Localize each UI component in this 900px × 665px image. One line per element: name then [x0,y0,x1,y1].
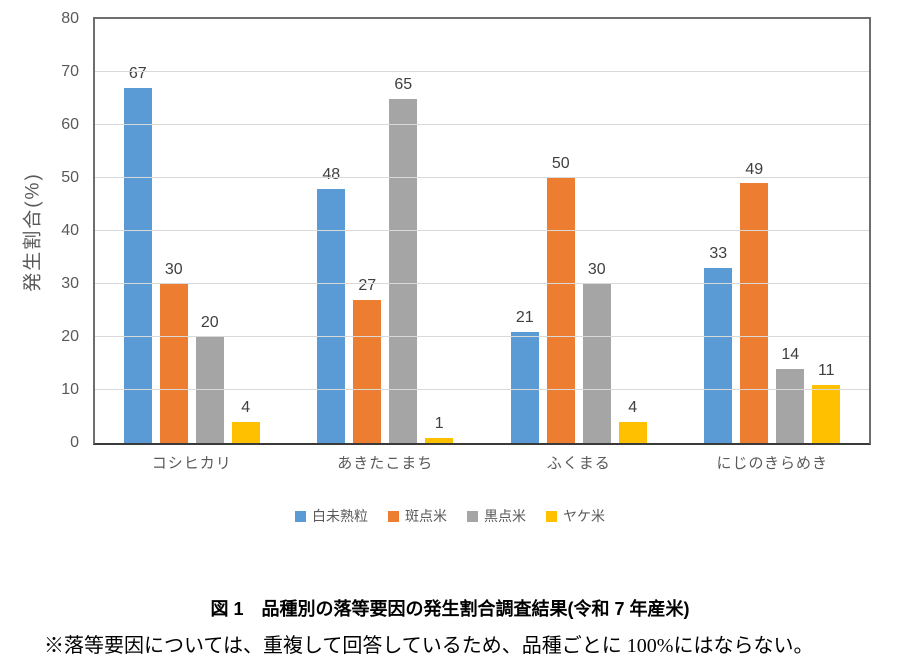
value-label: 14 [781,346,800,364]
bar-with-label: 67 [123,65,152,443]
value-label: 33 [709,245,728,263]
value-label: 4 [628,399,638,417]
value-label: 49 [745,160,764,178]
y-axis-tick-label: 30 [61,275,79,292]
value-label: 1 [434,414,444,432]
value-label: 30 [164,261,183,279]
bar-group: 33 49 14 11 [676,19,870,443]
bar-with-label: 48 [317,165,346,443]
bar-with-label: 4 [231,399,260,443]
x-axis-label: コシヒカリ [151,455,232,472]
legend-swatch-icon [467,510,478,522]
x-axis-label: にじのきらめき [716,455,829,472]
value-label: 20 [200,314,219,332]
bar-with-label: 1 [425,414,454,443]
y-axis-tick-label: 70 [61,63,79,80]
value-label: 4 [241,399,251,417]
legend-item: 白未熟粒 [295,506,368,526]
gridline [95,389,869,390]
figure-note: ※落等要因については、重複して回答しているため、品種ごとに 100%にはならない… [44,635,814,657]
bar-group: 48 27 65 1 [289,19,483,443]
legend-label: 白未熟粒 [312,508,368,524]
legend-item: 斑点米 [388,506,447,526]
x-axis-labels: コシヒカリ あきたこまち ふくまる にじのきらめき [95,452,869,473]
y-axis-tick-label: 0 [70,434,79,451]
value-label: 50 [551,155,570,173]
x-axis-label: あきたこまち [337,455,434,472]
y-axis-tick-label: 50 [61,169,79,186]
value-label: 11 [817,361,835,379]
gridline [95,230,869,231]
bar-group: 21 50 30 4 [482,19,676,443]
bar-group: 67 30 20 4 [95,19,289,443]
bar [195,337,224,443]
bar-groups: 67 30 20 4 48 27 65 1 21 50 30 4 33 49 14 11 [95,19,869,443]
y-axis-tick-label: 10 [61,381,79,398]
legend-swatch-icon [388,510,399,522]
bar-with-label: 50 [546,155,575,443]
x-axis-label: ふくまる [546,455,611,472]
bar-with-label: 30 [582,261,611,443]
legend-swatch-icon [295,510,306,522]
bar-with-label: 4 [618,399,647,443]
bar [159,284,188,443]
gridline [95,71,869,72]
gridline [95,283,869,284]
bar [123,87,152,443]
y-axis-tick-label: 80 [61,10,79,27]
gridline [95,124,869,125]
y-axis-tick-label: 20 [61,328,79,345]
bar [776,368,805,443]
bar [704,268,733,443]
bar [740,183,769,443]
legend: 白未熟粒 斑点米 黒点米 ヤケ米 [0,506,900,526]
bar [231,421,260,443]
bar-with-label: 20 [195,314,224,443]
value-label: 21 [515,308,534,326]
bar [353,299,382,443]
legend-swatch-icon [546,510,557,522]
bar-with-label: 30 [159,261,188,443]
value-label: 27 [358,277,377,295]
bar [582,284,611,443]
bar [389,98,418,443]
plot-area: 67 30 20 4 48 27 65 1 21 50 30 4 33 49 14 11 [93,17,871,445]
bar-with-label: 21 [510,308,539,443]
value-label: 30 [587,261,606,279]
legend-label: 黒点米 [484,508,526,524]
bar-with-label: 33 [704,245,733,443]
value-label: 65 [394,75,413,93]
legend-label: 斑点米 [405,508,447,524]
value-label: 48 [322,165,341,183]
bar [546,178,575,443]
bar [618,421,647,443]
figure-caption: 図 1 品種別の落等要因の発生割合調査結果(令和 7 年産米) [210,599,690,619]
bar-with-label: 65 [389,75,418,443]
value-label: 67 [128,65,147,83]
bar-with-label: 27 [353,277,382,443]
bar-with-label: 49 [740,160,769,443]
y-axis-tick-label: 40 [61,222,79,239]
bar [510,331,539,443]
legend-item: 黒点米 [467,506,526,526]
gridline [95,336,869,337]
legend-item: ヤケ米 [546,506,605,526]
bar-with-label: 14 [776,346,805,443]
y-axis-tick-label: 60 [61,116,79,133]
gridline [95,177,869,178]
bar [425,437,454,443]
bar-with-label: 11 [812,361,841,443]
bar [317,188,346,443]
bar [812,384,841,443]
legend-label: ヤケ米 [563,508,605,524]
